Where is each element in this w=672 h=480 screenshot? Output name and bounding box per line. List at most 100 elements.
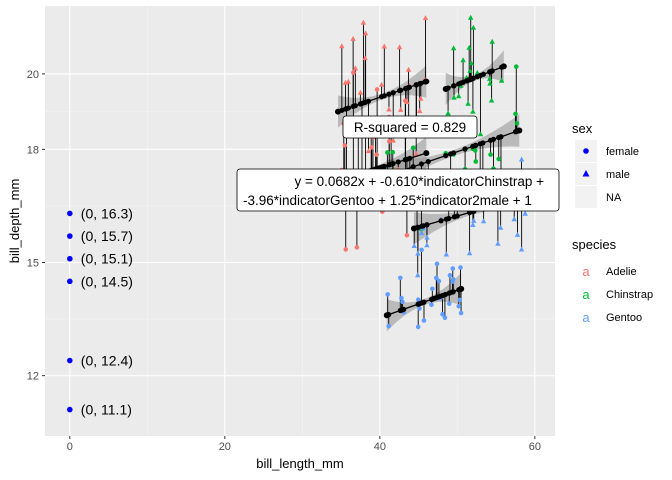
data-point — [354, 245, 360, 250]
data-point — [418, 95, 424, 101]
data-point — [350, 35, 356, 41]
data-point — [472, 148, 478, 153]
y-tick-label: 18 — [27, 144, 39, 156]
data-point — [345, 78, 351, 84]
fitted-point — [477, 141, 483, 147]
labeled-point-label: (0, 12.4) — [81, 353, 133, 369]
r-squared-annotation: R-squared = 0.829 — [342, 115, 478, 139]
data-point — [465, 100, 471, 106]
data-point — [456, 93, 462, 99]
legend-female-marker — [583, 148, 589, 154]
data-point — [419, 247, 424, 253]
fitted-point — [419, 223, 425, 229]
data-point — [398, 106, 404, 112]
fitted-point — [489, 68, 495, 74]
data-point — [513, 64, 519, 69]
data-point — [386, 139, 392, 144]
fitted-point — [425, 158, 431, 165]
data-point — [410, 145, 416, 151]
fitted-point — [450, 289, 456, 295]
data-point — [514, 231, 521, 237]
data-point — [498, 77, 505, 83]
fitted-point — [352, 103, 358, 109]
fitted-point — [451, 214, 457, 220]
legend-species-title: species — [572, 237, 617, 252]
fitted-point — [496, 134, 502, 141]
data-point — [360, 19, 367, 25]
data-point — [488, 97, 495, 103]
data-point — [429, 302, 434, 308]
data-point — [418, 230, 425, 236]
fit-endpoint — [442, 85, 449, 92]
fit-endpoint — [500, 63, 507, 70]
legend-key-na — [575, 186, 597, 208]
x-axis-title: bill_length_mm — [256, 456, 343, 471]
labeled-point-label: (0, 15.1) — [81, 251, 133, 267]
fitted-point — [413, 82, 419, 88]
data-point — [495, 240, 501, 246]
fit-endpoint — [334, 108, 341, 115]
labeled-point-label: (0, 15.7) — [81, 228, 133, 244]
legend-sex-female-label: female — [606, 146, 639, 158]
data-point — [470, 222, 476, 227]
data-point — [471, 217, 477, 223]
legend-sex-male-label: male — [606, 169, 630, 181]
data-point — [445, 110, 451, 116]
fit-endpoint — [516, 127, 523, 134]
data-point — [385, 150, 390, 155]
legend-species-gentoo-label: Gentoo — [606, 312, 642, 324]
labeled-point — [67, 233, 73, 239]
data-point — [487, 80, 493, 86]
data-point — [513, 111, 518, 117]
data-point — [477, 131, 484, 137]
fitted-point — [477, 72, 484, 79]
y-tick-label: 15 — [27, 257, 39, 269]
data-point — [362, 30, 369, 36]
data-point — [342, 143, 348, 148]
labeled-point — [67, 255, 73, 262]
data-point — [442, 315, 448, 321]
data-point — [450, 45, 457, 51]
fit-endpoint — [423, 78, 430, 85]
data-point — [468, 60, 474, 66]
fitted-point — [415, 301, 421, 307]
data-point — [470, 24, 477, 30]
labeled-point-label: (0, 14.5) — [81, 273, 133, 289]
data-point — [424, 242, 430, 248]
fit-endpoint — [458, 285, 465, 292]
legend-key-gentoo: a — [582, 310, 590, 325]
fitted-point — [379, 164, 385, 170]
fitted-point — [390, 90, 396, 96]
data-point — [458, 310, 464, 316]
fitted-point — [458, 80, 464, 86]
data-point — [404, 232, 410, 238]
data-point — [397, 275, 403, 281]
fitted-point — [451, 83, 457, 89]
data-point — [487, 75, 493, 81]
fitted-point — [487, 137, 494, 143]
labeled-point — [67, 278, 73, 285]
data-point — [514, 120, 520, 126]
fitted-point — [406, 84, 413, 90]
y-axis-title: bill_depth_mm — [7, 179, 22, 264]
data-point — [381, 43, 387, 49]
labeled-point — [67, 357, 73, 364]
data-point — [473, 159, 479, 164]
fitted-point — [418, 161, 425, 167]
data-point — [357, 89, 364, 95]
data-point — [480, 218, 487, 224]
data-point — [415, 324, 421, 330]
legend-key-chinstrap: a — [582, 287, 590, 302]
data-point — [460, 57, 466, 63]
data-point — [488, 152, 493, 157]
legend-key-adelie: a — [582, 264, 590, 279]
fitted-point — [395, 159, 401, 165]
fitted-point — [462, 146, 468, 152]
data-point — [450, 266, 456, 271]
fitted-point — [438, 218, 444, 224]
data-point — [466, 250, 473, 256]
x-tick-label: 60 — [529, 441, 541, 453]
data-point — [386, 106, 392, 112]
data-point — [378, 81, 385, 87]
legend-sex-na-label: NA — [606, 192, 622, 204]
